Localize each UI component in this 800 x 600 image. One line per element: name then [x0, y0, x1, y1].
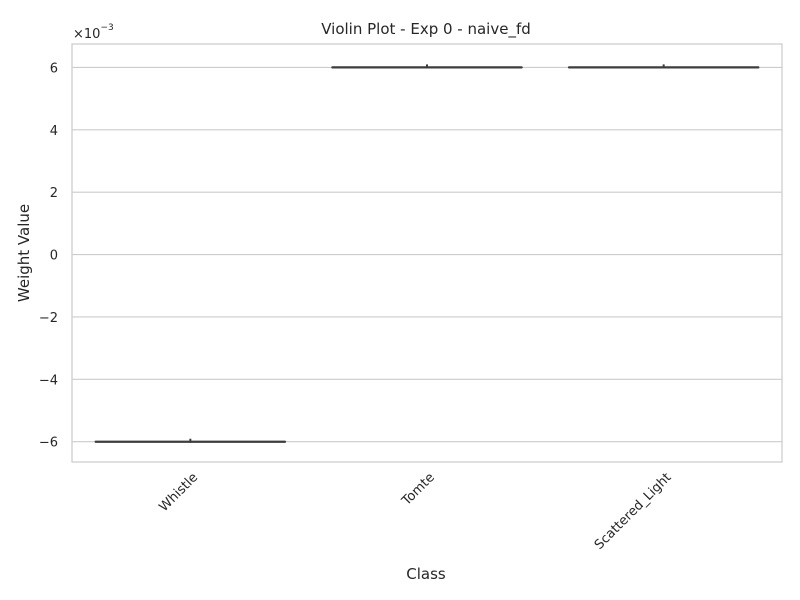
- y-tick-label: 4: [50, 124, 58, 139]
- y-tick-label: 0: [50, 249, 58, 264]
- grid-lines: [72, 66, 782, 443]
- y-scale-exponent: −3: [100, 23, 113, 33]
- plot-frame: [71, 43, 783, 463]
- y-scale-factor: ×10−3: [73, 23, 114, 42]
- y-axis-label: Weight Value: [15, 204, 33, 302]
- y-tick-label: −6: [39, 436, 58, 451]
- chart-title: Violin Plot - Exp 0 - naive_fd: [321, 20, 531, 39]
- y-tick-label: −4: [39, 373, 58, 388]
- x-axis-label: Class: [406, 565, 446, 583]
- y-tick-label: 6: [50, 61, 58, 76]
- y-scale-base: ×10: [73, 27, 100, 42]
- y-tick-label: 2: [50, 186, 58, 201]
- y-tick-label: −2: [39, 311, 58, 326]
- violin-marks: [94, 64, 760, 443]
- y-tick-labels: −6 −4 −2 0 2 4 6: [39, 61, 58, 450]
